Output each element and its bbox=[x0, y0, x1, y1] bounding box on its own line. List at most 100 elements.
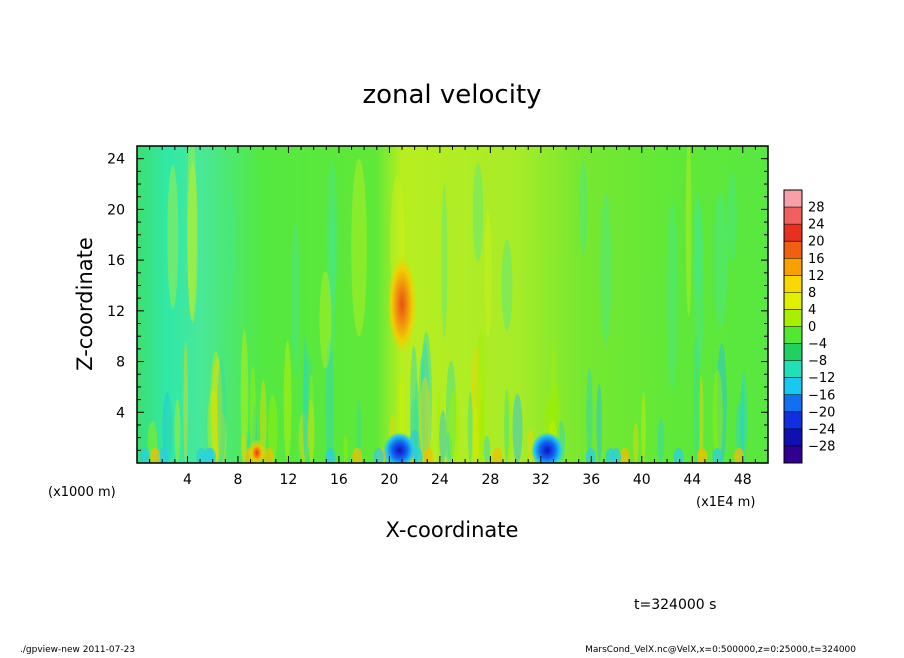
heatmap-streak bbox=[713, 193, 728, 327]
heatmap-streak bbox=[472, 162, 484, 262]
heatmap-streak bbox=[476, 329, 486, 463]
heatmap-hotspots bbox=[247, 256, 564, 463]
colorbar-label: −24 bbox=[808, 422, 835, 437]
heatmap-streak bbox=[150, 448, 161, 463]
heatmap-streak bbox=[211, 357, 223, 463]
colorbar-segment bbox=[784, 394, 802, 413]
y-tick-label: 8 bbox=[116, 355, 125, 371]
heatmap-streak bbox=[505, 392, 512, 463]
heatmap-streak bbox=[512, 393, 523, 463]
heatmap-streak bbox=[157, 448, 168, 463]
heatmap-streak bbox=[291, 222, 300, 377]
colorbar-label: −16 bbox=[808, 388, 835, 403]
heatmap-streak bbox=[162, 392, 172, 463]
heatmap-streak bbox=[140, 448, 150, 463]
heatmap-streak bbox=[343, 435, 348, 463]
heatmap-streak bbox=[596, 383, 603, 463]
colorbar-segment bbox=[784, 275, 802, 293]
heatmap-streak bbox=[439, 410, 447, 463]
y-tick-label: 24 bbox=[107, 152, 125, 168]
heatmap-hotspot bbox=[531, 432, 564, 463]
x-tick-label: 8 bbox=[233, 472, 242, 488]
colorbar-segment bbox=[784, 343, 802, 361]
colorbar-label: −28 bbox=[808, 439, 835, 454]
heatmap-streak bbox=[250, 365, 256, 463]
x-axis-ticks: 4 8 12 16 20 24 28 32 36 40 44 48 bbox=[149, 146, 756, 488]
heatmap-streak bbox=[352, 448, 363, 463]
x-tick-label: 32 bbox=[532, 472, 550, 488]
colorbar-label: 8 bbox=[808, 286, 816, 301]
y-tick-label: 16 bbox=[107, 253, 125, 269]
heatmap-streak bbox=[657, 418, 665, 463]
heatmap-streak bbox=[585, 448, 596, 463]
x-tick-label: 40 bbox=[633, 472, 651, 488]
heatmap-streak bbox=[734, 448, 745, 463]
heatmap-streak bbox=[633, 423, 639, 463]
heatmap-streak bbox=[685, 146, 692, 317]
footer-left: ./gpview-new 2011-07-23 bbox=[20, 645, 135, 654]
heatmap-streak bbox=[693, 333, 701, 463]
heatmap-streaks bbox=[140, 146, 748, 463]
heatmap-streak bbox=[307, 399, 315, 463]
colorbar-label: −20 bbox=[808, 405, 835, 420]
heatmap-streak bbox=[217, 358, 226, 463]
x-tick-label: 12 bbox=[280, 472, 298, 488]
heatmap-streak bbox=[210, 350, 222, 463]
colorbar-label: −12 bbox=[808, 371, 835, 386]
colorbar-segment bbox=[784, 360, 802, 378]
heatmap-background bbox=[137, 146, 768, 463]
time-annotation: t=324000 s bbox=[634, 597, 716, 613]
x-axis-label: X-coordinate bbox=[386, 518, 519, 542]
heatmap-streak bbox=[226, 185, 234, 306]
heatmap-streak bbox=[666, 201, 679, 391]
heatmap-streak bbox=[420, 331, 432, 463]
heatmap-streak bbox=[586, 367, 593, 463]
x-tick-label: 44 bbox=[683, 472, 701, 488]
heatmap-field bbox=[137, 146, 768, 463]
heatmap-streak bbox=[196, 448, 207, 463]
colorbar-segment bbox=[784, 428, 802, 447]
x-tick-label: 36 bbox=[582, 472, 600, 488]
heatmap-streak bbox=[712, 448, 723, 463]
heatmap-streak bbox=[467, 391, 473, 463]
colorbar-label: 24 bbox=[808, 218, 825, 233]
heatmap-streak bbox=[423, 448, 434, 463]
heatmap-streak bbox=[740, 381, 745, 463]
colorbar-segment bbox=[784, 309, 802, 327]
x-tick-label: 24 bbox=[431, 472, 449, 488]
heatmap-streak bbox=[735, 402, 744, 463]
heatmap-streak bbox=[187, 146, 197, 319]
x-tick-label: 4 bbox=[183, 472, 192, 488]
y-tick-label: 20 bbox=[107, 202, 125, 218]
colorbar-segment bbox=[784, 258, 802, 276]
heatmap-streak bbox=[207, 389, 219, 463]
heatmap-streak bbox=[611, 448, 621, 463]
heatmap-streak bbox=[727, 171, 737, 262]
heatmap-streak bbox=[479, 401, 485, 463]
heatmap-hotspot bbox=[247, 438, 266, 463]
heatmap-streak bbox=[240, 329, 249, 463]
y-axis-label: Z-coordinate bbox=[73, 237, 97, 371]
heatmap-streak bbox=[448, 389, 460, 463]
y-tick-label: 4 bbox=[116, 405, 125, 421]
heatmap-streak bbox=[600, 192, 612, 346]
heatmap-streak bbox=[356, 399, 362, 463]
heatmap-streak bbox=[492, 448, 503, 463]
heatmap-streak bbox=[187, 162, 198, 323]
heatmap-streak bbox=[308, 373, 314, 463]
colorbar-segment bbox=[784, 241, 802, 259]
colorbar-segment bbox=[784, 445, 802, 464]
y-tick-label: 12 bbox=[107, 304, 125, 320]
heatmap-streak bbox=[472, 407, 480, 463]
x-unit-label: (x1E4 m) bbox=[696, 495, 755, 510]
heatmap-streak bbox=[283, 340, 292, 463]
heatmap-streak bbox=[329, 202, 336, 358]
heatmap-streak bbox=[319, 271, 332, 369]
heatmap-streak bbox=[268, 394, 278, 463]
heatmap-streak bbox=[183, 341, 188, 463]
heatmap-streak bbox=[351, 158, 367, 337]
heatmap-streak bbox=[445, 432, 452, 463]
heatmap-streak bbox=[444, 376, 449, 463]
heatmap-streak bbox=[712, 369, 723, 463]
